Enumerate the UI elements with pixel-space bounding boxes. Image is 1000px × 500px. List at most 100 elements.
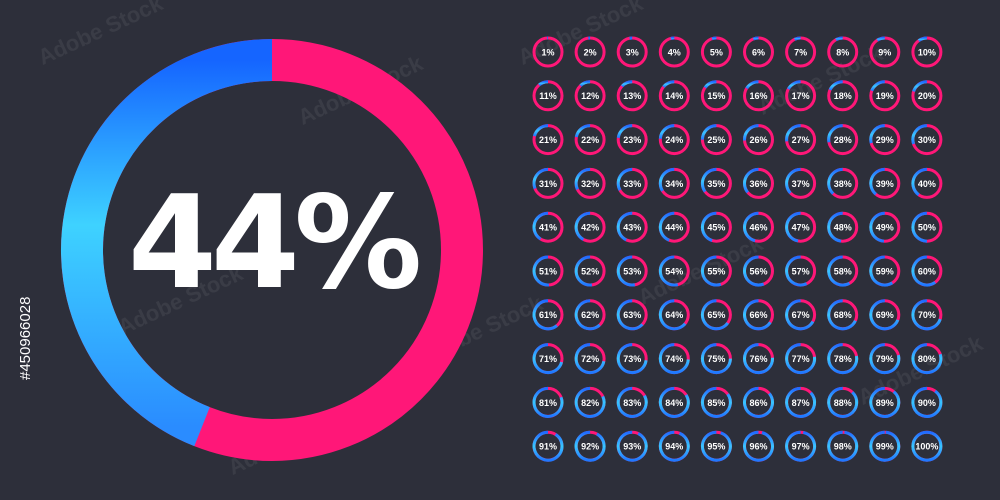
gauge-arc bbox=[616, 343, 648, 375]
gauge-arc bbox=[827, 255, 851, 287]
gauge-arc bbox=[827, 124, 843, 143]
gauge-arc bbox=[911, 124, 928, 145]
gauge-label: 6% bbox=[752, 47, 765, 57]
gauge-label: 41% bbox=[539, 223, 557, 233]
gauge-arc bbox=[532, 386, 564, 418]
watermark: Adobe Stock bbox=[514, 0, 647, 70]
gauge-label: 38% bbox=[834, 179, 852, 189]
gauge-arc bbox=[616, 124, 633, 139]
gauge-label: 18% bbox=[834, 91, 852, 101]
gauge-label: 74% bbox=[665, 354, 683, 364]
gauge-label: 63% bbox=[623, 310, 641, 320]
gauge-arc bbox=[869, 167, 885, 196]
gauge-label: 85% bbox=[707, 398, 725, 408]
gauge-label: 83% bbox=[623, 398, 641, 408]
gauge-arc bbox=[911, 255, 937, 287]
gauge-arc bbox=[532, 430, 564, 462]
gauge-arc bbox=[869, 343, 901, 375]
gauge-arc bbox=[658, 167, 675, 192]
gauge-label: 43% bbox=[623, 223, 641, 233]
gauge-arc bbox=[658, 255, 679, 287]
gauge-label: 51% bbox=[539, 266, 557, 276]
gauge-arc bbox=[616, 430, 648, 462]
gauge-label: 23% bbox=[623, 135, 641, 145]
gauge-arc bbox=[658, 211, 675, 242]
gauge-arc bbox=[700, 255, 722, 287]
gauge-arc bbox=[752, 36, 759, 41]
gauge-label: 54% bbox=[665, 266, 683, 276]
gauge-label: 69% bbox=[876, 310, 894, 320]
gauge-label: 42% bbox=[581, 223, 599, 233]
gauge-label: 78% bbox=[834, 354, 852, 364]
gauge-label: 94% bbox=[665, 442, 683, 452]
main-gauge bbox=[61, 39, 273, 447]
gauge-arc bbox=[579, 80, 591, 87]
gauge-arc bbox=[700, 430, 732, 462]
gauge-label: 98% bbox=[834, 442, 852, 452]
gauge-label: 21% bbox=[539, 135, 557, 145]
gauge-arc bbox=[827, 343, 859, 375]
gauge-arc bbox=[911, 343, 943, 375]
gauge-label: 66% bbox=[749, 310, 767, 320]
gauge-arc bbox=[785, 167, 801, 195]
gauge-arc bbox=[827, 430, 859, 462]
gauge-label: 91% bbox=[539, 442, 557, 452]
gauge-arc bbox=[869, 211, 885, 243]
gauge-label: 10% bbox=[918, 47, 936, 57]
gauge-label: 75% bbox=[707, 354, 725, 364]
gauge-arc bbox=[911, 299, 942, 331]
gauge-label: 15% bbox=[707, 91, 725, 101]
gauge-label: 25% bbox=[707, 135, 725, 145]
gauge-arc bbox=[616, 167, 633, 191]
gauge-label: 71% bbox=[539, 354, 557, 364]
gauge-arc bbox=[700, 124, 717, 140]
gauge-label: 92% bbox=[581, 442, 599, 452]
gauge-arc bbox=[785, 255, 808, 287]
gauge-label: 33% bbox=[623, 179, 641, 189]
gauge-label: 7% bbox=[794, 47, 807, 57]
gauge-arc bbox=[911, 386, 943, 418]
gauge-label: 55% bbox=[707, 266, 725, 276]
gauge-arc bbox=[574, 343, 606, 375]
gauge-arc bbox=[743, 124, 759, 141]
gauge-label: 53% bbox=[623, 266, 641, 276]
gauge-label: 40% bbox=[918, 179, 936, 189]
gauge-arc bbox=[828, 80, 843, 91]
gauge-label: 93% bbox=[623, 442, 641, 452]
gauge-arc bbox=[785, 386, 817, 418]
gauge-arc bbox=[785, 343, 817, 375]
gauge-label: 46% bbox=[749, 223, 767, 233]
gauge-label: 24% bbox=[665, 135, 683, 145]
gauge-label: 64% bbox=[665, 310, 683, 320]
gauge-arc bbox=[743, 430, 774, 462]
gauge-label: 58% bbox=[834, 266, 852, 276]
gauge-arc bbox=[711, 36, 717, 41]
gauge-label: 79% bbox=[876, 354, 894, 364]
gauge-arc bbox=[827, 386, 859, 418]
gauge-arc bbox=[658, 299, 687, 331]
gauge-arc bbox=[616, 255, 636, 287]
gauge-arc bbox=[616, 299, 644, 331]
gauge-arc bbox=[869, 299, 900, 331]
gauge-label: 61% bbox=[539, 310, 557, 320]
gauge-label: 67% bbox=[792, 310, 810, 320]
gauge-arc bbox=[574, 255, 593, 287]
gauge-arc bbox=[911, 430, 943, 462]
gauge-arc bbox=[532, 255, 549, 287]
gauge-grid: 1% 2% 3% 4% 5% 6% 7% 8% 9% 10% 11% 12% 13% 14% 15% 16% 1… bbox=[532, 36, 943, 462]
gauge-label: 70% bbox=[918, 310, 936, 320]
gauge-arc bbox=[700, 386, 732, 418]
watermark: Adobe Stock bbox=[34, 0, 167, 70]
gauge-label: 29% bbox=[876, 135, 894, 145]
gauge-label: 20% bbox=[918, 91, 936, 101]
gauge-label: 35% bbox=[707, 179, 725, 189]
gauge-arc bbox=[574, 124, 591, 138]
gauge-arc bbox=[785, 299, 815, 331]
gauge-arc bbox=[574, 386, 606, 418]
gauge-label: 5% bbox=[710, 47, 723, 57]
gauge-arc bbox=[787, 80, 801, 90]
gauge-arc bbox=[785, 211, 801, 243]
gauge-label: 30% bbox=[918, 135, 936, 145]
